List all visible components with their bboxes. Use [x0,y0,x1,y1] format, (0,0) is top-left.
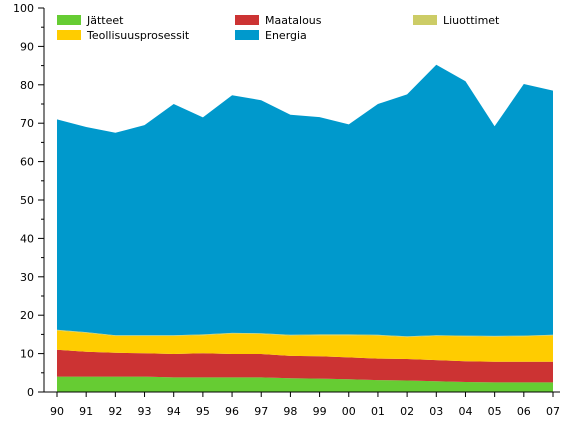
x-tick-label: 93 [138,405,152,418]
area-energia [57,64,553,337]
x-tick-label: 96 [225,405,239,418]
x-tick-label: 97 [254,405,268,418]
y-tick-label: 50 [20,194,34,207]
y-tick-label: 90 [20,40,34,53]
area-jätteet [57,376,553,392]
x-tick-label: 02 [400,405,414,418]
x-tick-label: 98 [283,405,297,418]
legend-label-maatalous: Maatalous [265,14,322,27]
x-tick-label: 94 [167,405,181,418]
x-tick-label: 06 [517,405,531,418]
x-tick-label: 92 [108,405,122,418]
y-tick-label: 30 [20,271,34,284]
y-tick-label: 0 [27,386,34,399]
x-tick-label: 03 [429,405,443,418]
x-tick-label: 95 [196,405,210,418]
y-tick-label: 100 [13,2,34,15]
legend-label-energia: Energia [265,29,307,42]
x-tick-label: 99 [313,405,327,418]
x-tick-label: 00 [342,405,356,418]
x-tick-label: 01 [371,405,385,418]
y-tick-label: 80 [20,79,34,92]
area-liuottimet [57,329,553,338]
legend-swatch-teollisuusprosessit [57,30,81,40]
legend-label-liuottimet: Liuottimet [443,14,500,27]
y-tick-label: 60 [20,156,34,169]
legend-swatch-maatalous [235,15,259,25]
area-maatalous [57,349,553,383]
x-tick-label: 07 [546,405,560,418]
legend-swatch-jätteet [57,15,81,25]
x-tick-label: 04 [458,405,472,418]
x-tick-label: 05 [488,405,502,418]
y-tick-label: 20 [20,309,34,322]
legend: Jätteet Maatalous Liuottimet Teollisuuspros… [57,14,500,42]
area-teollisuusprosessit [57,330,553,362]
legend-swatch-energia [235,30,259,40]
legend-label-jätteet: Jätteet [86,14,124,27]
y-tick-label: 10 [20,348,34,361]
x-tick-label: 91 [79,405,93,418]
stacked-areas [57,64,553,392]
x-tick-label: 90 [50,405,64,418]
legend-label-teollisuusprosessit: Teollisuusprosessit [86,29,190,42]
legend-swatch-liuottimet [413,15,437,25]
y-tick-label: 40 [20,232,34,245]
y-tick-label: 70 [20,117,34,130]
